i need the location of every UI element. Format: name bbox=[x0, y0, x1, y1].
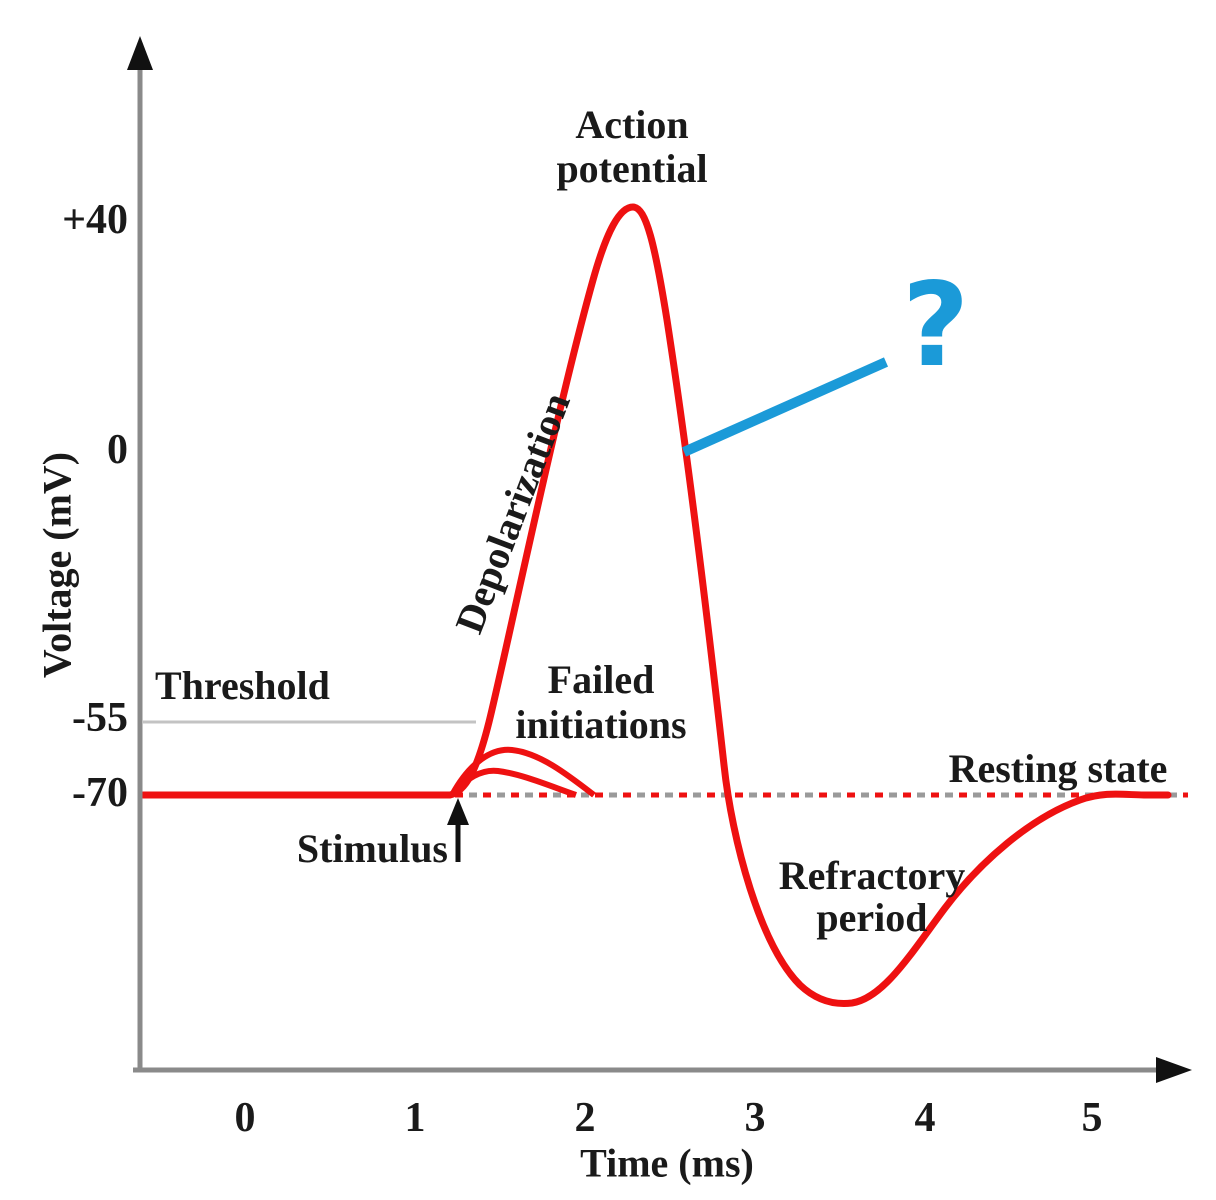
label-failed-initiations: Failed initiations bbox=[515, 657, 686, 747]
x-tick-5: 5 bbox=[1081, 1095, 1103, 1141]
label-failed-initiations-line1: Failed bbox=[547, 657, 655, 702]
x-tick-4: 4 bbox=[914, 1095, 936, 1141]
x-axis-label: Time (ms) bbox=[580, 1140, 754, 1186]
y-tick-0: 0 bbox=[107, 427, 128, 473]
y-tick-minus70: -70 bbox=[72, 770, 128, 816]
x-tick-1: 1 bbox=[404, 1095, 426, 1141]
membrane-potential-curve bbox=[139, 203, 1172, 1007]
label-refractory-period-line2: period bbox=[816, 895, 928, 940]
y-axis-label: Voltage (mV) bbox=[34, 451, 80, 679]
y-axis-arrowhead-icon bbox=[127, 36, 153, 70]
x-tick-0: 0 bbox=[234, 1095, 256, 1141]
stimulus-arrowhead-icon bbox=[447, 798, 469, 825]
label-threshold: Threshold bbox=[155, 663, 330, 708]
label-refractory-period-line1: Refractory bbox=[778, 853, 966, 898]
question-pointer-line bbox=[681, 357, 889, 457]
label-action-potential: Action potential bbox=[556, 103, 707, 191]
x-tick-2: 2 bbox=[574, 1095, 596, 1141]
label-refractory-period: Refractory period bbox=[779, 855, 966, 939]
question-mark: ? bbox=[902, 258, 970, 393]
label-action-potential-line1: Action bbox=[575, 102, 689, 147]
y-tick-minus55: -55 bbox=[72, 695, 128, 741]
label-action-potential-line2: potential bbox=[556, 146, 708, 191]
x-tick-3: 3 bbox=[744, 1095, 766, 1141]
label-failed-initiations-line2: initiations bbox=[515, 702, 687, 747]
failed-initiation-curve-1 bbox=[449, 746, 596, 798]
x-axis-arrowhead-icon bbox=[1156, 1057, 1192, 1083]
label-resting-state: Resting state bbox=[948, 746, 1168, 791]
label-stimulus: Stimulus bbox=[296, 826, 448, 871]
y-tick-plus40: +40 bbox=[62, 197, 128, 243]
